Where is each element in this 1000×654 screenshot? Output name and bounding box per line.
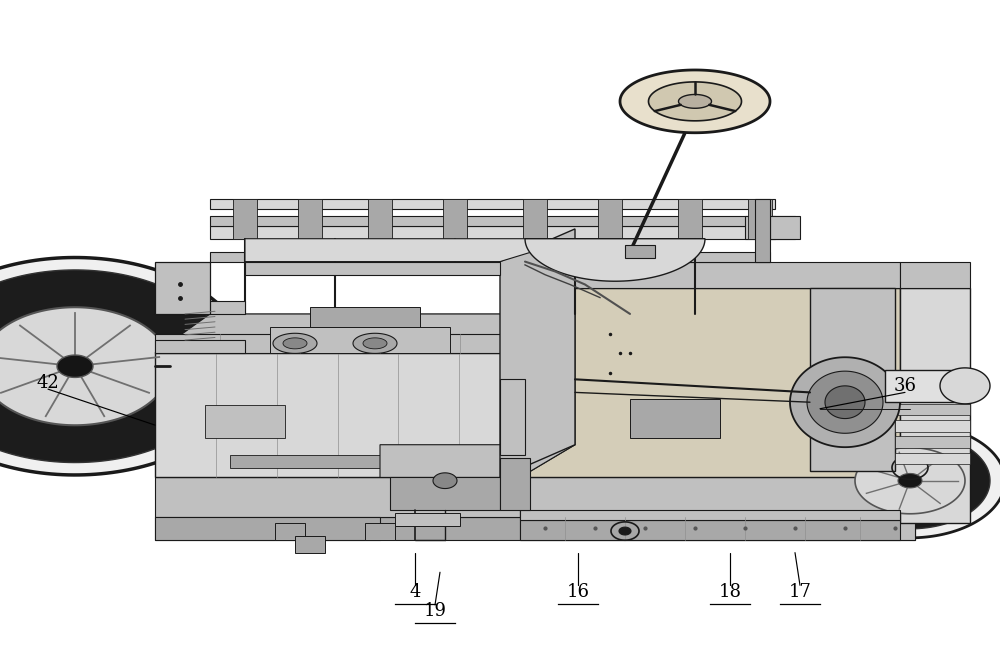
Polygon shape (810, 288, 895, 471)
Polygon shape (443, 199, 467, 239)
Polygon shape (500, 229, 575, 477)
Polygon shape (900, 288, 970, 523)
Text: 42: 42 (37, 373, 59, 392)
Polygon shape (895, 404, 970, 415)
Polygon shape (245, 239, 575, 262)
Polygon shape (155, 334, 520, 353)
Polygon shape (155, 517, 915, 540)
Polygon shape (245, 262, 500, 275)
Polygon shape (380, 445, 575, 477)
Polygon shape (523, 199, 547, 239)
Polygon shape (900, 262, 970, 288)
Polygon shape (525, 239, 705, 281)
Polygon shape (500, 458, 530, 510)
Text: 16: 16 (566, 583, 590, 601)
Polygon shape (353, 334, 397, 353)
Polygon shape (520, 510, 900, 520)
Polygon shape (295, 536, 325, 553)
Text: 17: 17 (789, 583, 811, 601)
Polygon shape (940, 368, 990, 404)
Polygon shape (520, 288, 900, 477)
Polygon shape (520, 314, 575, 477)
Polygon shape (520, 477, 915, 540)
Polygon shape (275, 523, 305, 540)
Polygon shape (283, 338, 307, 349)
Polygon shape (233, 199, 257, 239)
Polygon shape (155, 340, 245, 353)
Polygon shape (298, 199, 322, 239)
Polygon shape (679, 94, 711, 109)
Polygon shape (895, 420, 970, 432)
Polygon shape (770, 216, 800, 239)
Text: 4: 4 (409, 583, 421, 601)
Polygon shape (898, 473, 922, 488)
Polygon shape (678, 199, 702, 239)
Polygon shape (520, 520, 900, 540)
Text: 18: 18 (718, 583, 742, 601)
Polygon shape (630, 399, 720, 438)
Polygon shape (745, 216, 795, 239)
Polygon shape (520, 262, 900, 288)
Polygon shape (395, 513, 460, 526)
Polygon shape (855, 447, 965, 514)
Polygon shape (0, 258, 250, 475)
Polygon shape (0, 270, 230, 462)
Polygon shape (433, 473, 457, 489)
Polygon shape (273, 334, 317, 353)
Polygon shape (310, 307, 420, 327)
Polygon shape (748, 199, 772, 239)
Polygon shape (885, 370, 965, 402)
Polygon shape (57, 355, 93, 377)
Text: 19: 19 (424, 602, 446, 621)
Polygon shape (755, 199, 770, 262)
Polygon shape (155, 517, 380, 540)
Polygon shape (895, 436, 970, 448)
Polygon shape (365, 523, 395, 540)
Polygon shape (619, 527, 631, 535)
Polygon shape (620, 70, 770, 133)
Polygon shape (0, 307, 170, 425)
Polygon shape (210, 199, 775, 209)
Polygon shape (230, 455, 400, 468)
Polygon shape (155, 314, 575, 353)
Polygon shape (790, 357, 900, 447)
Polygon shape (598, 199, 622, 239)
Polygon shape (210, 216, 775, 226)
Polygon shape (830, 432, 990, 529)
Polygon shape (815, 424, 1000, 538)
Polygon shape (155, 262, 210, 314)
Polygon shape (210, 252, 770, 262)
Polygon shape (155, 301, 245, 314)
Polygon shape (807, 371, 883, 433)
Polygon shape (155, 353, 520, 477)
Polygon shape (210, 226, 775, 239)
Polygon shape (205, 405, 285, 438)
Polygon shape (625, 245, 655, 258)
Text: 36: 36 (894, 377, 916, 395)
Polygon shape (649, 82, 741, 121)
Polygon shape (368, 199, 392, 239)
Polygon shape (363, 338, 387, 349)
Polygon shape (270, 327, 450, 353)
Polygon shape (155, 477, 520, 517)
Polygon shape (895, 453, 970, 464)
Polygon shape (825, 386, 865, 419)
Polygon shape (500, 379, 525, 455)
Polygon shape (390, 477, 500, 510)
Polygon shape (895, 387, 970, 399)
